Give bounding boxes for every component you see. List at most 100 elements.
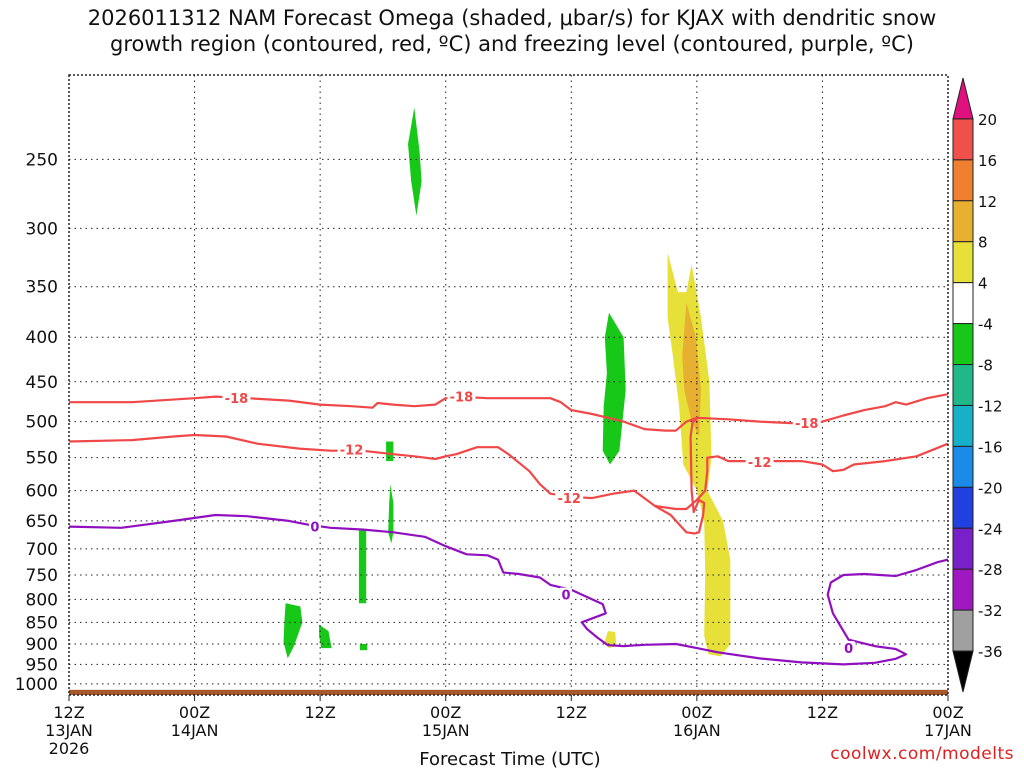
x-axis-label: Forecast Time (UTC) <box>419 749 600 768</box>
orange-core <box>682 302 701 437</box>
x-tick-label-24-top: 12Z <box>304 703 335 722</box>
yellow-plume <box>667 252 731 657</box>
y-tick-label-700: 700 <box>26 540 58 560</box>
green-blob-400 <box>602 312 626 465</box>
x-tick-label-60-mid: 16JAN <box>673 721 721 740</box>
colorbar-label-20: 20 <box>978 111 997 129</box>
x-tick-label-36-mid: 15JAN <box>422 721 470 740</box>
watermark: coolwx.com/modelts <box>830 744 1014 764</box>
dgz-lower-minus12-label-bg-1 <box>555 491 584 506</box>
y-tick-label-650: 650 <box>26 512 58 532</box>
y-tick-label-400: 400 <box>26 328 58 348</box>
y-tick-label-350: 350 <box>26 278 58 298</box>
dgz-upper-minus18-label-0: -18 <box>225 392 249 407</box>
colorbar-label-8: 8 <box>978 234 988 252</box>
colorbar-label--16: -16 <box>978 438 1003 456</box>
y-tick-label-1000: 1000 <box>15 675 58 695</box>
colorbar-bin--16-to--12 <box>952 404 974 447</box>
y-tick-label-900: 900 <box>26 635 58 655</box>
plot-frame <box>68 74 949 696</box>
x-tick-label-84-top: 00Z <box>932 703 963 722</box>
colorbar-label--28: -28 <box>978 561 1003 579</box>
freezing-level-0c <box>68 513 949 666</box>
y-tick-label-450: 450 <box>26 373 58 393</box>
colorbar-bin--32-to--28 <box>952 568 974 611</box>
colorbar-label--4: -4 <box>978 316 993 334</box>
colorbar-bin-4-to-8 <box>952 241 974 284</box>
x-tick-label-72-top: 12Z <box>807 703 838 722</box>
colorbar-bin-20-to-24 <box>952 77 974 120</box>
colorbar-bin-16-to-20 <box>952 118 974 161</box>
colorbar-bin--4-to-4 <box>952 282 974 325</box>
dgz-upper-minus18-label-2: -18 <box>795 417 819 432</box>
colorbar-bin--28-to--24 <box>952 527 974 570</box>
dgz-lower-minus12-label-bg-0 <box>337 442 366 457</box>
freezing-level-0c-label-0: 0 <box>310 521 319 536</box>
y-tick-label-950: 950 <box>26 655 58 675</box>
chart-title-line1: 2026011312 NAM Forecast Omega (shaded, μ… <box>87 6 937 30</box>
dgz-upper-minus18 <box>69 393 949 432</box>
y-tick-label-550: 550 <box>26 449 58 469</box>
green-blob-880 <box>319 624 332 649</box>
x-tick-label-84-mid: 17JAN <box>924 721 972 740</box>
colorbar-bin--40-to--36 <box>952 650 974 693</box>
freezing-level-0c-label-2: 0 <box>844 642 853 657</box>
y-tick-label-250: 250 <box>26 150 58 170</box>
x-tick-label-36-top: 00Z <box>430 703 461 722</box>
green-blob-910 <box>359 644 368 651</box>
x-tick-label-12-top: 00Z <box>179 703 210 722</box>
surface-terrain <box>69 689 948 695</box>
x-tick-label-0-bot: 2026 <box>49 739 90 758</box>
y-tick-label-800: 800 <box>26 590 58 610</box>
y-tick-label-300: 300 <box>26 219 58 239</box>
green-blob-540 <box>386 441 394 462</box>
colorbar-label--36: -36 <box>978 643 1003 661</box>
colorbar-label-4: 4 <box>978 275 988 293</box>
freezing-level-0c-label-bg-0 <box>308 519 321 534</box>
dgz-lower-minus12-fold <box>654 418 706 535</box>
chart-title-line2: growth region (contoured, red, ºC) and f… <box>110 32 914 56</box>
colorbar-label--24: -24 <box>978 520 1003 538</box>
x-tick-label-0-mid: 13JAN <box>45 721 93 740</box>
y-tick-label-750: 750 <box>26 566 58 586</box>
freezing-level-0c-label-bg-1 <box>560 587 573 602</box>
colorbar: 20 16 12 8 4 -4 -8 -12 -16 -20 -24 -28 -32 -36 <box>952 77 1003 693</box>
dgz-upper-minus18-label-bg-1 <box>447 389 476 404</box>
colorbar-bin--20-to--16 <box>952 445 974 488</box>
dgz-lower-minus12-label-2: -12 <box>748 456 772 471</box>
green-blob-850 <box>283 603 303 659</box>
x-tick-label-60-top: 00Z <box>681 703 712 722</box>
y-tick-label-850: 850 <box>26 613 58 633</box>
colorbar-label--8: -8 <box>978 357 993 375</box>
dgz-lower-minus12-label-0: -12 <box>340 443 364 458</box>
dgz-lower-minus12-label-bg-2 <box>745 454 774 469</box>
colorbar-bin--8-to--4 <box>952 323 974 366</box>
colorbar-label-16: 16 <box>978 152 997 170</box>
colorbar-bin-12-to-16 <box>952 159 974 202</box>
x-tick-label-48-top: 12Z <box>556 703 587 722</box>
colorbar-bin--36-to--32 <box>952 609 974 652</box>
freezing-level-0c-label-bg-2 <box>842 641 855 656</box>
x-tick-label-0-top: 12Z <box>53 703 84 722</box>
colorbar-label--12: -12 <box>978 397 1003 415</box>
colorbar-bin--24-to--20 <box>952 486 974 529</box>
dgz-upper-minus18-label-bg-2 <box>792 416 821 431</box>
y-tick-label-600: 600 <box>26 482 58 502</box>
colorbar-bin-8-to-12 <box>952 200 974 243</box>
freezing-level-0c-label-1: 0 <box>562 589 571 604</box>
colorbar-bin--12-to--8 <box>952 364 974 406</box>
green-blob-650 <box>388 484 394 544</box>
plot-area: -18 -18 -18 -12 -12 -12 0 0 0 <box>68 75 949 695</box>
dgz-lower-minus12-label-1: -12 <box>557 492 581 507</box>
green-blob-250 <box>408 107 422 216</box>
dgz-lower-minus12 <box>68 433 949 511</box>
x-tick-label-12-mid: 14JAN <box>171 721 219 740</box>
colorbar-label--20: -20 <box>978 479 1003 497</box>
dgz-upper-minus18-label-bg-0 <box>222 391 251 406</box>
y-tick-label-500: 500 <box>26 413 58 433</box>
green-blob-750 <box>358 529 367 604</box>
colorbar-label--32: -32 <box>978 602 1003 620</box>
dgz-upper-minus18-label-1: -18 <box>450 391 474 406</box>
colorbar-label-12: 12 <box>978 193 997 211</box>
